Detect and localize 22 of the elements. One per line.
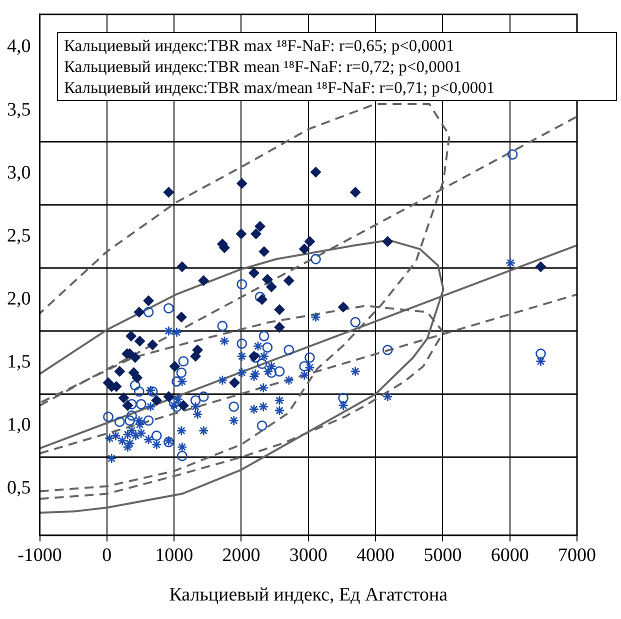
x-tick-label: 3000 (289, 544, 328, 566)
x-tick-label: 2000 (222, 544, 260, 566)
annotation: Кальциевый индекс:TBR max ¹⁸F-NaF: r=0,65; p<0,0001 (64, 35, 456, 56)
y-tick-label: 3,0 (7, 162, 31, 184)
annotation: Кальциевый индекс:TBR mean ¹⁸F-NaF: r=0,72; p<0,0001 (64, 56, 463, 77)
y-tick-label: 2,5 (7, 225, 31, 246)
note-box: Кальциевый индекс:TBR max ¹⁸F-NaF: r=0,65; p<0,0001 Кальциевый индекс:TBR mean ¹⁸F-NaF: r=0,72; p<0,0001 Кальциевый индекс:TBR max/mean ¹⁸F-NaF: r=0,71; p<0,0001 (57, 32, 617, 101)
y-tick-label: 0,5 (7, 478, 31, 499)
annotation: Кальциевый индекс:TBR max/mean ¹⁸F-NaF: r=0,71; p<0,0001 (64, 77, 496, 98)
x-tick-label: 5000 (424, 544, 462, 566)
y-tick-label: 1,5 (7, 352, 31, 373)
y-tick-label: 2,0 (7, 288, 31, 310)
x-tick-label: 6000 (490, 544, 529, 566)
y-tick-label: 4,0 (7, 36, 31, 58)
x-tick-label: 0 (102, 544, 112, 566)
x-tick-label: 1000 (155, 544, 194, 566)
x-tick-label: 4000 (356, 544, 395, 566)
y-tick-label: 1,0 (7, 414, 31, 436)
x-tick-label: -1000 (18, 544, 62, 566)
y-tick-label: 3,5 (7, 99, 31, 120)
x-axis-title: Кальциевый индекс, Ед Агатстона (169, 584, 448, 606)
x-tick-label: 7000 (558, 544, 596, 566)
